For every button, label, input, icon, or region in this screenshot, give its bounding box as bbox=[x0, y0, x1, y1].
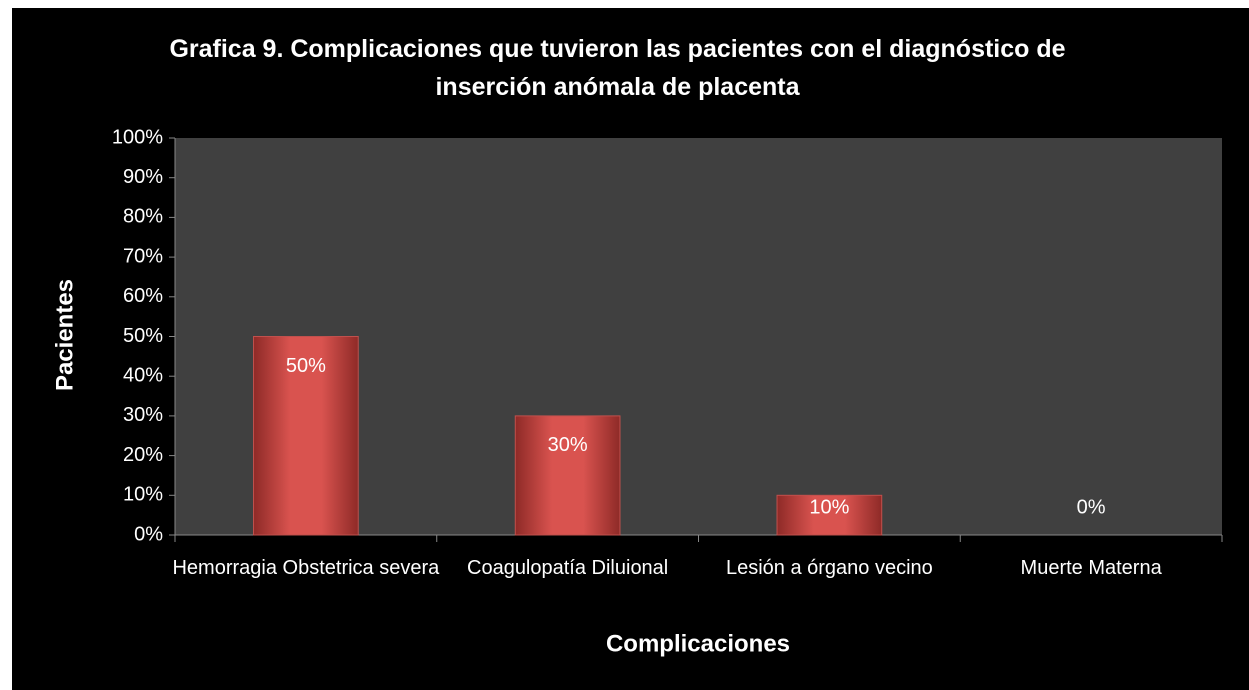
x-tick-label: Muerte Materna bbox=[1020, 557, 1162, 579]
x-axis-title: Complicaciones bbox=[606, 630, 790, 657]
chart-title: Grafica 9. Complicaciones que tuvieron l… bbox=[169, 35, 1066, 101]
y-tick-label: 0% bbox=[134, 523, 163, 545]
y-axis-title: Pacientes bbox=[51, 279, 78, 391]
data-label: 10% bbox=[809, 496, 849, 518]
x-tick-label: Coagulopatía Diluional bbox=[467, 557, 669, 579]
y-tick-label: 70% bbox=[123, 245, 163, 267]
bar bbox=[776, 494, 883, 536]
y-tick-label: 10% bbox=[123, 484, 163, 506]
bar bbox=[253, 336, 359, 536]
data-label: 50% bbox=[286, 355, 326, 377]
y-tick-label: 80% bbox=[123, 206, 163, 228]
bar bbox=[514, 415, 621, 536]
y-tick-label: 50% bbox=[123, 325, 163, 347]
y-tick-label: 100% bbox=[112, 126, 163, 148]
y-tick-label: 60% bbox=[123, 285, 163, 307]
y-tick-label: 30% bbox=[123, 404, 163, 426]
y-tick-label: 40% bbox=[123, 364, 163, 386]
data-label: 0% bbox=[1077, 496, 1106, 518]
y-tick-label: 90% bbox=[123, 166, 163, 188]
data-label: 30% bbox=[548, 434, 588, 456]
x-tick-label: Hemorragia Obstetrica severa bbox=[172, 557, 440, 579]
y-tick-label: 20% bbox=[123, 444, 163, 466]
x-tick-label: Lesión a órgano vecino bbox=[725, 557, 933, 579]
